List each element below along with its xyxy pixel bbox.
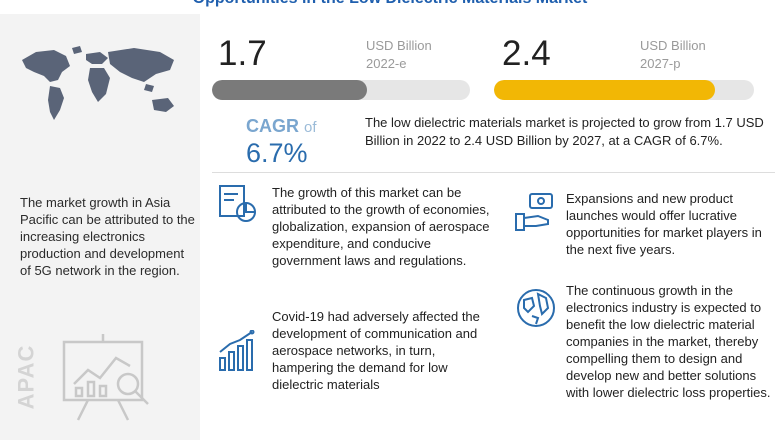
presentation-board-icon <box>62 334 149 421</box>
growth-chart-icon <box>219 330 255 371</box>
stat-bar <box>494 80 754 100</box>
stat-year: 2022-e <box>366 56 407 71</box>
globe-icon <box>517 289 555 327</box>
insight-text: Expansions and new product launches woul… <box>566 191 762 257</box>
stat-bar-fill <box>212 80 367 100</box>
cagr-label: CAGR of <box>246 116 317 137</box>
stat-unit: USD Billion <box>640 38 706 53</box>
analytics-icon <box>219 185 256 222</box>
page-title: Opportunities in the Low Dielectric Mate… <box>0 0 780 8</box>
money-hand-icon <box>515 193 553 231</box>
cagr-label-text: CAGR <box>246 116 299 136</box>
stat-bar-fill <box>494 80 715 100</box>
stat-year: 2027-p <box>640 56 681 71</box>
region-label: APAC <box>13 344 39 410</box>
region-description: The market growth in Asia Pacific can be… <box>20 195 195 278</box>
stat-value: 1.7 <box>218 34 267 73</box>
divider <box>212 172 775 173</box>
market-summary: The low dielectric materials market is p… <box>365 115 764 148</box>
stat-value: 2.4 <box>502 34 551 73</box>
stat-unit: USD Billion <box>366 38 432 53</box>
world-map-icon <box>22 46 174 120</box>
left-panel: The market growth in Asia Pacific can be… <box>0 14 200 440</box>
stat-bar <box>212 80 470 100</box>
insight-text: The growth of this market can be attribu… <box>272 185 490 268</box>
insight-text: Covid-19 had adversely affected the deve… <box>272 309 480 392</box>
insight-text: The continuous growth in the electronics… <box>566 283 771 400</box>
cagr-value: 6.7% <box>246 138 308 168</box>
cagr-of-text: of <box>304 119 317 136</box>
